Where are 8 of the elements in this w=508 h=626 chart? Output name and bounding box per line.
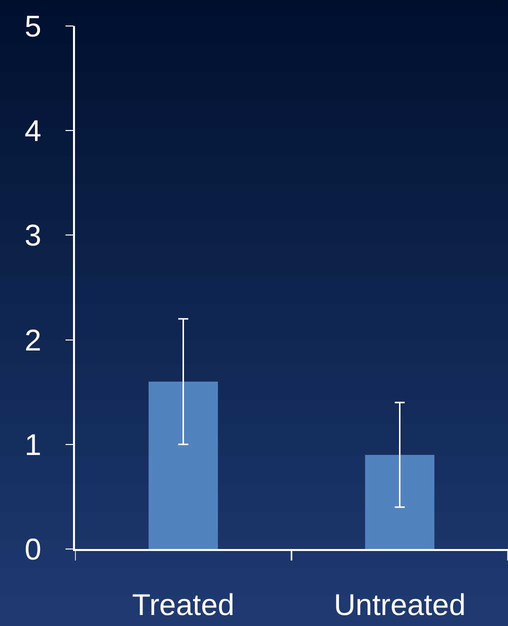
y-tick-label: 0 xyxy=(24,534,42,566)
y-tick-label: 4 xyxy=(24,115,42,148)
y-tick-label: 5 xyxy=(24,10,42,44)
y-tick-label: 2 xyxy=(24,324,42,358)
x-tick-label: Untreated xyxy=(334,588,466,622)
y-tick-label: 3 xyxy=(24,220,42,253)
x-tick-label: Treated xyxy=(132,588,234,622)
y-tick-label: 1 xyxy=(24,428,42,462)
